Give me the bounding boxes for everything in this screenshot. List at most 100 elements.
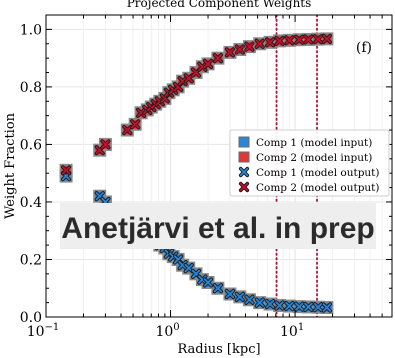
- comp1-output-point: [212, 283, 223, 294]
- legend-label-comp1-output: Comp 1 (model output): [256, 167, 380, 179]
- comp1-output-point: [234, 291, 245, 302]
- vertical-lines: [275, 15, 318, 317]
- comp2-output-point-stroke: [123, 125, 132, 135]
- comp1-output-point-stroke: [184, 263, 193, 273]
- comp2-output-point: [254, 38, 265, 49]
- y-tick-label: 0.8: [20, 80, 42, 96]
- comp2-output-point: [244, 41, 255, 52]
- comp1-output-point-stroke: [191, 269, 201, 279]
- comp2-output-point: [264, 37, 276, 48]
- legend-marker-comp1-output: [238, 166, 250, 178]
- comp2-output-point-stroke: [322, 34, 332, 44]
- legend-marker-comp1-input: [238, 136, 250, 148]
- comp1-output-point-stroke: [295, 302, 304, 311]
- y-tick-label: 0.2: [20, 252, 42, 268]
- plot-frame: [45, 14, 393, 318]
- comp2-output-point: [321, 33, 332, 44]
- comp2-output-point-stroke: [213, 53, 223, 63]
- comp1-output-point-stroke: [322, 303, 332, 312]
- comp1-output-point-stroke: [225, 289, 235, 299]
- x-tick-labels: 10−1 100 101: [27, 322, 304, 340]
- comp2-output-point-stroke: [101, 140, 110, 149]
- comp2-output-point: [234, 44, 245, 55]
- y-tick-label: 0.0: [20, 310, 42, 326]
- comp1-output-point: [284, 300, 295, 312]
- comp2-output-point-stroke: [61, 166, 71, 175]
- comp2-output-point-stroke: [235, 45, 245, 54]
- comp1-output-point: [303, 301, 314, 313]
- comp2-output-point: [60, 165, 72, 176]
- comp2-output-point: [274, 35, 285, 46]
- comp2-output-point: [312, 34, 324, 45]
- x-tick-label: 100: [155, 322, 179, 340]
- comp1-output-point-stroke: [313, 303, 323, 312]
- comp2-output-point: [130, 119, 141, 130]
- comp2-output-point-stroke: [203, 59, 213, 69]
- comp1-output-point-stroke: [178, 261, 187, 270]
- y-tick-label: 0.4: [20, 195, 42, 211]
- comp1-output-point: [244, 294, 255, 305]
- comp1-output-point: [202, 277, 214, 288]
- series-comp2-output: [60, 33, 332, 176]
- legend-label-comp2-input: Comp 2 (model input): [256, 152, 372, 164]
- comp2-output-point-stroke: [265, 38, 275, 47]
- comp1-output-point-stroke: [304, 302, 313, 312]
- comp2-output-point-stroke: [178, 76, 187, 86]
- comp1-output-point-stroke: [235, 292, 245, 302]
- comp2-output-point-stroke: [285, 36, 294, 45]
- comp1-output-point: [177, 260, 188, 271]
- legend-marker-comp2-output: [238, 181, 250, 193]
- comp2-output-point: [100, 139, 111, 150]
- comp1-output-point-stroke: [173, 255, 183, 264]
- comp1-output-point: [294, 301, 305, 312]
- comp2-output-point-stroke: [130, 120, 140, 129]
- comp2-output-point-stroke: [275, 36, 284, 46]
- comp2-output-point: [212, 53, 223, 64]
- legend-marker-comp2-output-stroke: [239, 182, 249, 192]
- comp1-output-point-stroke: [95, 191, 104, 201]
- legend-label-comp1-input: Comp 1 (model input): [256, 137, 372, 149]
- watermark: Anetjärvi et al. in prep: [60, 203, 376, 249]
- comp2-output-point: [122, 124, 133, 136]
- legend-label-comp2-output: Comp 2 (model output): [256, 182, 380, 194]
- watermark-text: Anetjärvi et al. in prep: [61, 212, 374, 245]
- comp2-output-point-stroke: [245, 42, 254, 51]
- comp2-output-point-stroke: [225, 48, 235, 57]
- comp2-output-point-stroke: [255, 39, 264, 48]
- legend: Comp 1 (model input) Comp 2 (model input)…: [229, 129, 390, 197]
- comp1-output-point-stroke: [285, 301, 294, 311]
- x-tick-label: 10−1: [27, 322, 60, 340]
- comp2-output-point-stroke: [304, 35, 313, 44]
- y-tick-labels: 0.0 0.2 0.4 0.6 0.8 1.0: [20, 22, 42, 326]
- comp2-output-point-stroke: [313, 34, 323, 44]
- comp2-output-point: [202, 58, 214, 69]
- y-tick-label: 1.0: [20, 22, 42, 38]
- comp2-output-point-stroke: [198, 62, 207, 71]
- comp2-output-point-stroke: [136, 108, 146, 117]
- comp1-output-point-stroke: [255, 298, 264, 307]
- comp1-output-point-stroke: [265, 299, 275, 309]
- comp2-output-point: [224, 47, 236, 58]
- comp2-output-point: [303, 34, 314, 45]
- watermark-background: [60, 203, 376, 249]
- comp2-output-point: [177, 76, 188, 87]
- comp1-output-point-stroke: [203, 278, 213, 287]
- legend-box: [229, 129, 390, 197]
- chart-title: Projected Component Weights: [127, 0, 312, 10]
- comp1-output-point: [312, 302, 324, 313]
- comp1-output-point: [264, 298, 276, 310]
- comp2-output-point: [294, 34, 305, 45]
- comp1-output-point: [321, 302, 332, 313]
- comp1-output-point: [254, 297, 265, 308]
- y-tick-label: 0.6: [20, 137, 42, 153]
- comp2-output-point-stroke: [295, 35, 304, 44]
- legend-marker-comp1-output-stroke: [239, 167, 249, 177]
- panel-label: (f): [356, 40, 372, 56]
- comp1-output-point: [224, 288, 236, 300]
- comp1-output-point: [274, 300, 285, 311]
- legend-marker-comp2-input: [238, 151, 250, 163]
- comp1-output-point-stroke: [245, 295, 254, 304]
- comp2-output-point: [284, 35, 295, 46]
- x-axis-label: Radius [kpc]: [177, 342, 260, 357]
